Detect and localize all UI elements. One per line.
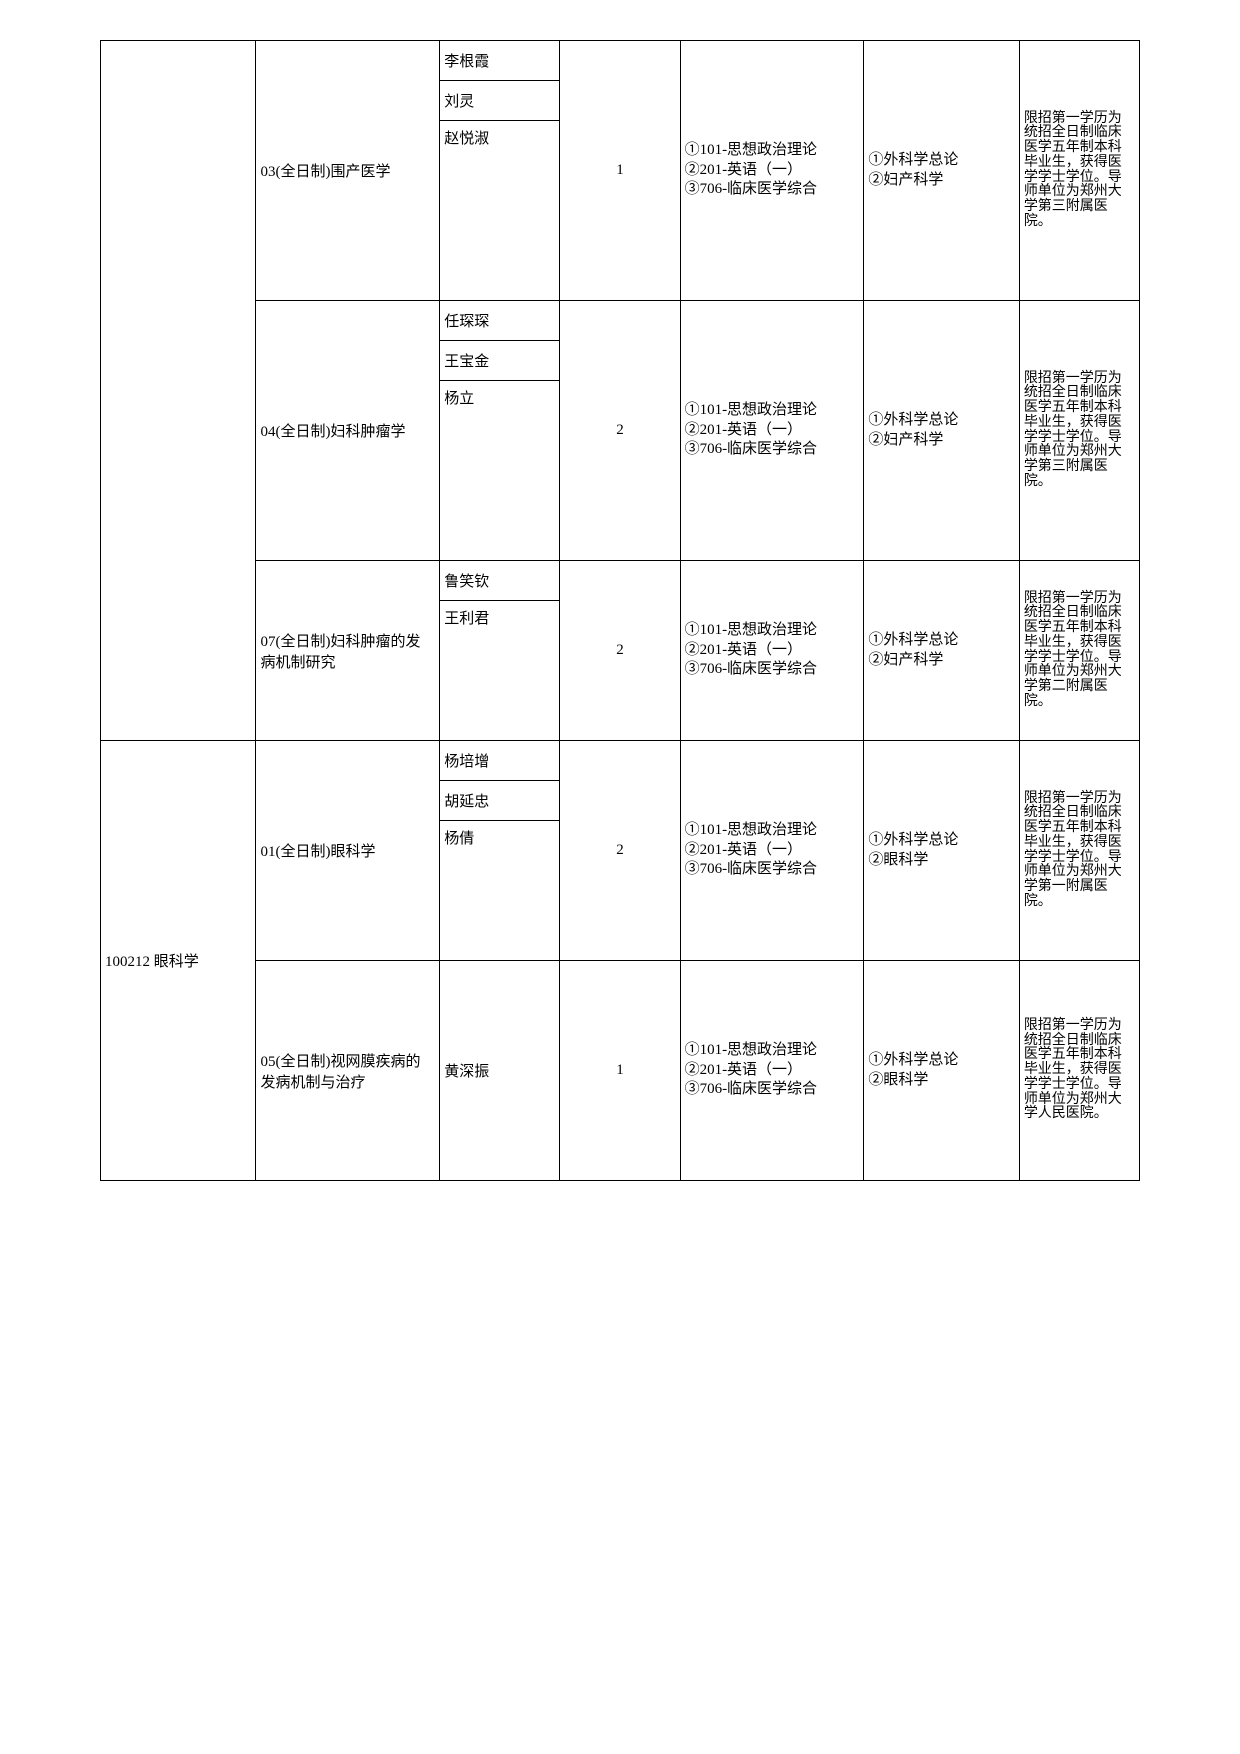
teacher-cell: 鲁笑钦 bbox=[440, 561, 560, 601]
note-cell: 限招第一学历为统招全日制临床医学五年制本科毕业生，获得医学学士学位。导师单位为郑… bbox=[1019, 41, 1139, 301]
teacher-cell: 王宝金 bbox=[440, 341, 560, 381]
direction-cell: 03(全日制)围产医学 bbox=[256, 41, 440, 301]
teacher-cell: 黄深振 bbox=[440, 961, 560, 1181]
teacher-cell: 杨立 bbox=[440, 381, 560, 561]
retest-cell: ①外科学总论②妇产科学 bbox=[864, 301, 1019, 561]
code-cell: 100212 眼科学 bbox=[101, 741, 256, 1181]
retest-cell: ①外科学总论②妇产科学 bbox=[864, 561, 1019, 741]
exam-cell: ①101-思想政治理论②201-英语（一）③706-临床医学综合 bbox=[680, 741, 864, 961]
table-row: 100212 眼科学 01(全日制)眼科学 杨培增 2 ①101-思想政治理论②… bbox=[101, 741, 1140, 781]
teacher-cell: 王利君 bbox=[440, 601, 560, 741]
exam-cell: ①101-思想政治理论②201-英语（一）③706-临床医学综合 bbox=[680, 41, 864, 301]
direction-cell: 04(全日制)妇科肿瘤学 bbox=[256, 301, 440, 561]
num-cell: 1 bbox=[560, 961, 680, 1181]
exam-cell: ①101-思想政治理论②201-英语（一）③706-临床医学综合 bbox=[680, 961, 864, 1181]
direction-cell: 07(全日制)妇科肿瘤的发病机制研究 bbox=[256, 561, 440, 741]
retest-cell: ①外科学总论②眼科学 bbox=[864, 741, 1019, 961]
teacher-cell: 李根霞 bbox=[440, 41, 560, 81]
num-cell: 2 bbox=[560, 561, 680, 741]
table-row: 04(全日制)妇科肿瘤学 任琛琛 2 ①101-思想政治理论②201-英语（一）… bbox=[101, 301, 1140, 341]
note-cell: 限招第一学历为统招全日制临床医学五年制本科毕业生，获得医学学士学位。导师单位为郑… bbox=[1019, 561, 1139, 741]
exam-cell: ①101-思想政治理论②201-英语（一）③706-临床医学综合 bbox=[680, 301, 864, 561]
teacher-cell: 任琛琛 bbox=[440, 301, 560, 341]
direction-cell: 01(全日制)眼科学 bbox=[256, 741, 440, 961]
teacher-cell: 刘灵 bbox=[440, 81, 560, 121]
retest-cell: ①外科学总论②眼科学 bbox=[864, 961, 1019, 1181]
note-cell: 限招第一学历为统招全日制临床医学五年制本科毕业生，获得医学学士学位。导师单位为郑… bbox=[1019, 301, 1139, 561]
teacher-cell: 胡延忠 bbox=[440, 781, 560, 821]
retest-cell: ①外科学总论②妇产科学 bbox=[864, 41, 1019, 301]
num-cell: 2 bbox=[560, 301, 680, 561]
note-cell: 限招第一学历为统招全日制临床医学五年制本科毕业生，获得医学学士学位。导师单位为郑… bbox=[1019, 961, 1139, 1181]
exam-cell: ①101-思想政治理论②201-英语（一）③706-临床医学综合 bbox=[680, 561, 864, 741]
note-cell: 限招第一学历为统招全日制临床医学五年制本科毕业生，获得医学学士学位。导师单位为郑… bbox=[1019, 741, 1139, 961]
program-table: 03(全日制)围产医学 李根霞 1 ①101-思想政治理论②201-英语（一）③… bbox=[100, 40, 1140, 1181]
code-cell-empty bbox=[101, 41, 256, 741]
teacher-cell: 赵悦淑 bbox=[440, 121, 560, 301]
teacher-cell: 杨倩 bbox=[440, 821, 560, 961]
direction-cell: 05(全日制)视网膜疾病的发病机制与治疗 bbox=[256, 961, 440, 1181]
num-cell: 1 bbox=[560, 41, 680, 301]
num-cell: 2 bbox=[560, 741, 680, 961]
table-row: 03(全日制)围产医学 李根霞 1 ①101-思想政治理论②201-英语（一）③… bbox=[101, 41, 1140, 81]
table-row: 05(全日制)视网膜疾病的发病机制与治疗 黄深振 1 ①101-思想政治理论②2… bbox=[101, 961, 1140, 1181]
table-row: 07(全日制)妇科肿瘤的发病机制研究 鲁笑钦 2 ①101-思想政治理论②201… bbox=[101, 561, 1140, 601]
teacher-cell: 杨培增 bbox=[440, 741, 560, 781]
